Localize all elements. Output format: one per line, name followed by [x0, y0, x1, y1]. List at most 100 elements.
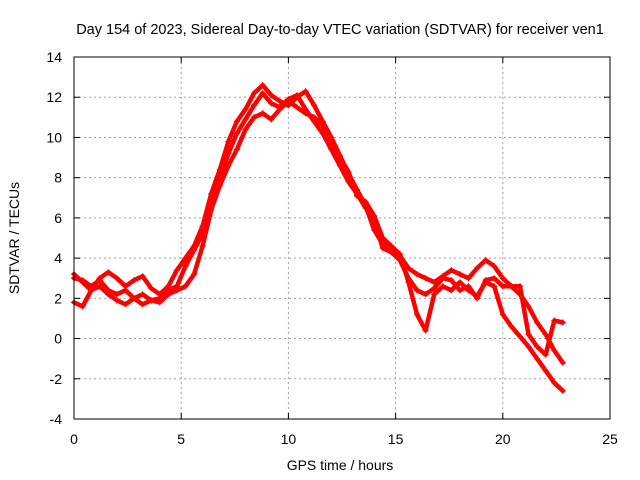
x-tick-label: 10 — [281, 431, 297, 447]
data-point — [414, 287, 421, 294]
data-point — [242, 106, 249, 113]
data-point — [148, 297, 155, 304]
data-point — [474, 265, 481, 272]
data-point — [551, 347, 558, 354]
x-axis-label: GPS time / hours — [287, 457, 394, 473]
y-tick-label: 10 — [46, 129, 62, 145]
y-tick-label: -4 — [50, 411, 63, 427]
x-tick-label: 25 — [602, 431, 618, 447]
data-point — [559, 359, 566, 366]
data-point — [311, 102, 318, 109]
data-point — [379, 245, 386, 252]
data-point — [122, 287, 129, 294]
data-point — [508, 323, 515, 330]
series-line — [71, 82, 566, 365]
y-tick-label: 0 — [54, 331, 62, 347]
y-tick-label: 6 — [54, 210, 62, 226]
x-tick-label: 0 — [70, 431, 78, 447]
y-tick-labels: -4 -2 0 2 4 6 8 10 12 14 — [46, 49, 62, 427]
data-point — [431, 279, 438, 286]
data-point — [182, 263, 189, 270]
data-point — [131, 277, 138, 284]
data-point — [525, 343, 532, 350]
data-point — [465, 283, 472, 290]
data-point — [456, 287, 463, 294]
data-point — [431, 285, 438, 292]
data-point — [96, 277, 103, 284]
data-point — [259, 90, 266, 97]
data-point — [233, 118, 240, 125]
y-tick-label: 4 — [54, 250, 62, 266]
data-point — [122, 301, 129, 308]
data-point — [414, 271, 421, 278]
data-point — [456, 279, 463, 286]
data-point — [491, 263, 498, 270]
data-point — [208, 202, 215, 209]
data-point — [542, 351, 549, 358]
data-point — [559, 387, 566, 394]
data-point — [491, 283, 498, 290]
data-point — [276, 98, 283, 105]
y-tick-label: -2 — [50, 371, 63, 387]
data-point — [345, 168, 352, 175]
data-point — [156, 295, 163, 302]
data-point — [191, 247, 198, 254]
data-point — [165, 287, 172, 294]
data-point — [113, 291, 120, 298]
data-point — [448, 277, 455, 284]
data-point — [534, 355, 541, 362]
data-point — [105, 287, 112, 294]
data-point — [302, 106, 309, 113]
y-tick-label: 2 — [54, 290, 62, 306]
plot-frame — [73, 56, 611, 420]
data-point — [465, 275, 472, 282]
data-point — [328, 146, 335, 153]
data-point — [311, 118, 318, 125]
data-point — [542, 331, 549, 338]
x-tick-labels: 0 5 10 15 20 25 — [70, 431, 618, 447]
series-track-b — [71, 98, 566, 394]
data-point — [414, 311, 421, 318]
data-point — [88, 283, 95, 290]
data-point — [225, 138, 232, 145]
data-point — [199, 243, 206, 250]
axis-ticks — [73, 56, 611, 420]
data-point — [251, 90, 258, 97]
data-point — [285, 96, 292, 103]
data-point — [388, 243, 395, 250]
data-point — [456, 271, 463, 278]
data-point — [139, 273, 146, 280]
data-point — [173, 283, 180, 290]
data-point — [396, 251, 403, 258]
data-point — [199, 230, 206, 237]
data-point — [225, 150, 232, 157]
data-point — [319, 122, 326, 129]
data-point — [242, 116, 249, 123]
data-point — [499, 311, 506, 318]
data-point — [139, 301, 146, 308]
data-point — [268, 100, 275, 107]
data-point — [482, 257, 489, 264]
data-point — [396, 257, 403, 264]
data-point — [113, 297, 120, 304]
data-point — [474, 295, 481, 302]
data-point — [233, 130, 240, 137]
data-point — [233, 146, 240, 153]
data-point — [371, 216, 378, 223]
data-point — [216, 174, 223, 181]
data-series — [71, 82, 566, 394]
data-point — [79, 277, 86, 284]
data-point — [105, 269, 112, 276]
y-tick-label: 12 — [46, 89, 62, 105]
data-point — [491, 275, 498, 282]
data-point — [525, 331, 532, 338]
data-point — [482, 277, 489, 284]
data-point — [542, 367, 549, 374]
data-point — [259, 82, 266, 89]
data-point — [268, 92, 275, 99]
data-point — [354, 190, 361, 197]
data-point — [251, 114, 258, 121]
y-tick-label: 14 — [46, 49, 62, 65]
chart-title: Day 154 of 2023, Sidereal Day-to-day VTE… — [76, 22, 604, 38]
data-point — [508, 283, 515, 290]
